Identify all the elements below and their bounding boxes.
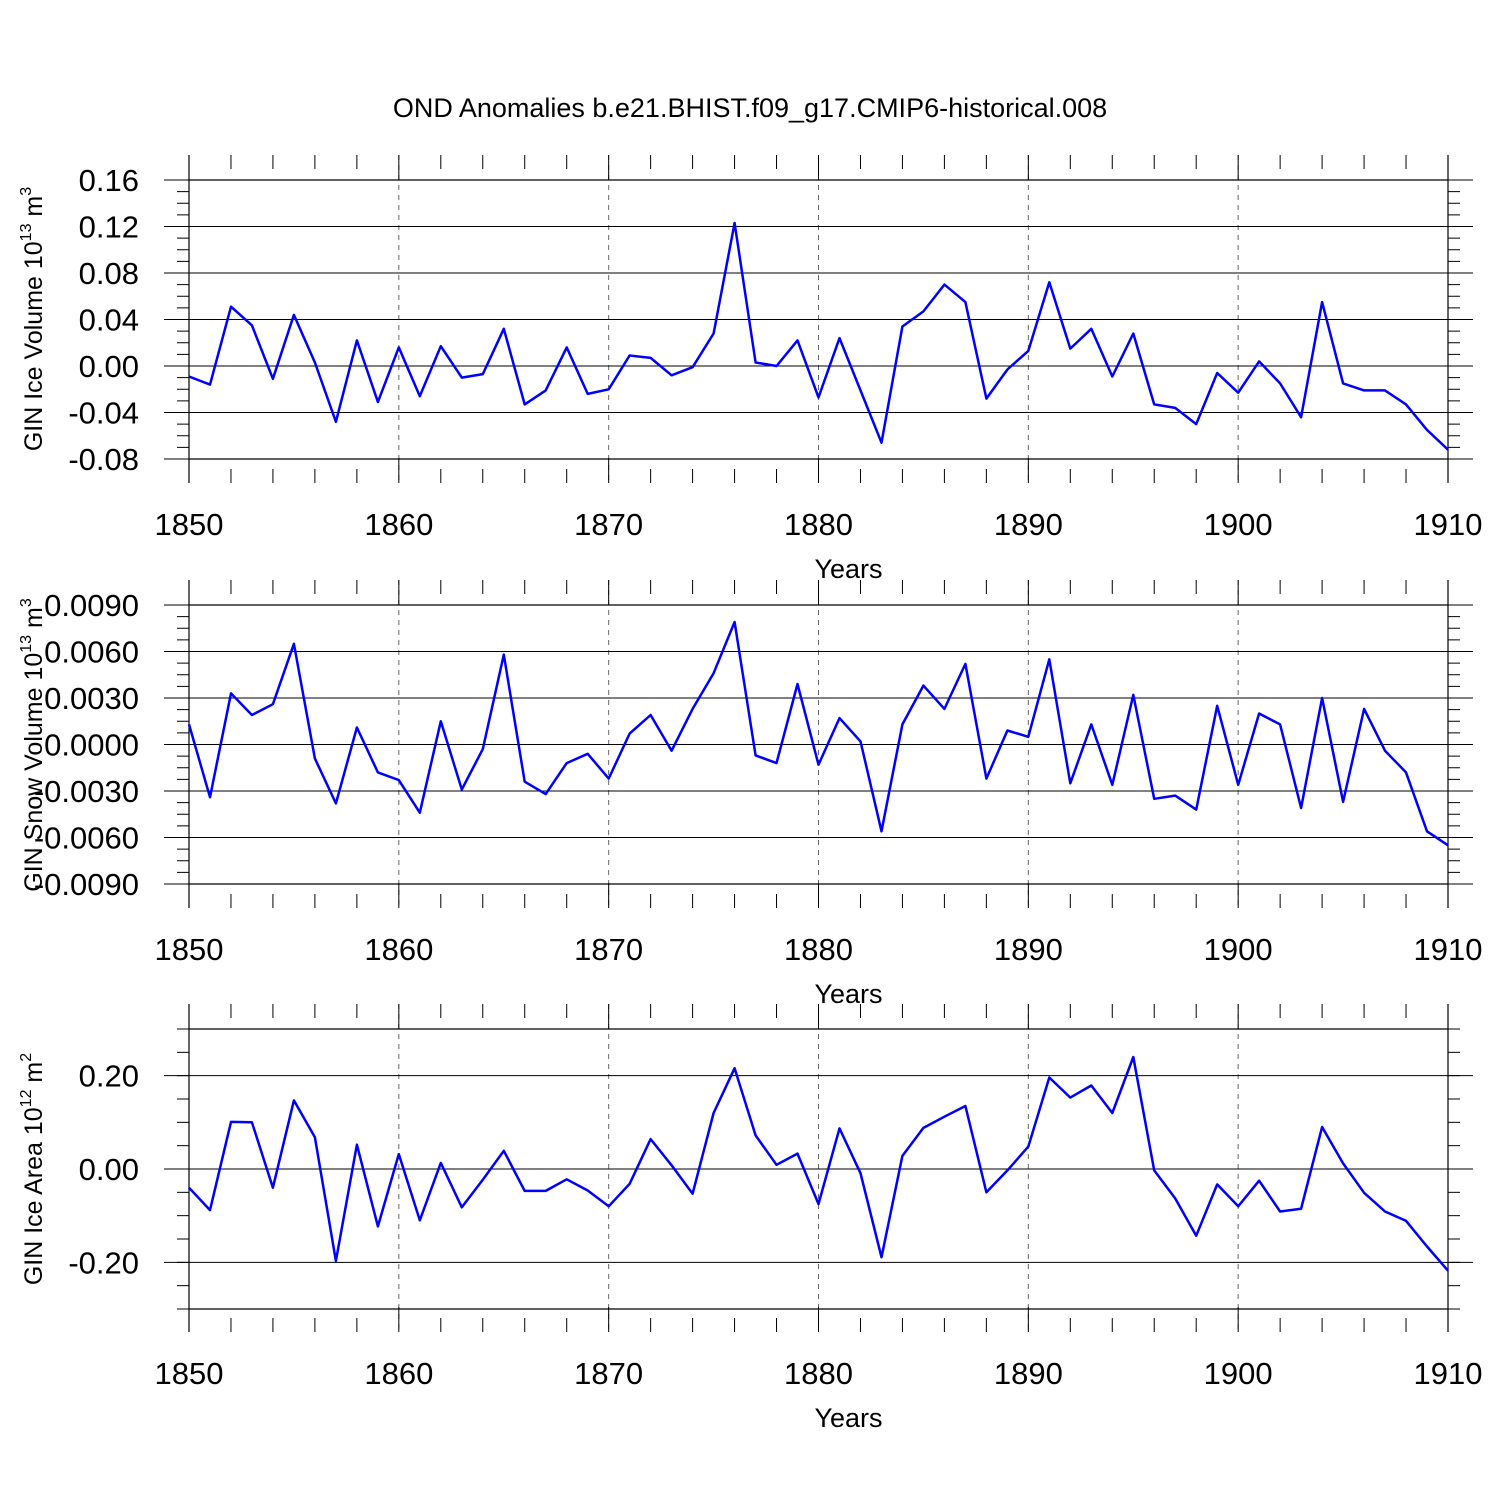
x-tick-label: 1900 bbox=[1204, 932, 1273, 967]
x-tick-label: 1910 bbox=[1414, 932, 1483, 967]
x-tick-label: 1880 bbox=[784, 1356, 853, 1391]
x-tick-label: 1910 bbox=[1414, 1356, 1483, 1391]
y-tick-label: 0.20 bbox=[79, 1059, 139, 1094]
y-tick-label: -0.0060 bbox=[34, 821, 139, 856]
y-tick-label: 0.00 bbox=[79, 1152, 139, 1187]
panel-ice-area: 0.20 0.00 -0.20 1850 1860 1870 1880 1890 1900 191… bbox=[18, 1004, 1482, 1433]
x-axis-label: Years bbox=[814, 979, 882, 1009]
panel-snow-volume: 0.0090 0.0060 0.0030 0.0000 -0.0030 -0.0060 -0… bbox=[18, 580, 1482, 1009]
x-tick-label: 1900 bbox=[1204, 507, 1273, 542]
y-tick-label: 0.16 bbox=[79, 163, 139, 198]
series-line-ice-volume bbox=[188, 221, 1449, 451]
x-tick-label: 1890 bbox=[994, 1356, 1063, 1391]
x-tick-label: 1850 bbox=[155, 932, 224, 967]
x-tick-label: 1880 bbox=[784, 932, 853, 967]
y-tick-label: 0.0030 bbox=[44, 681, 139, 716]
x-tick-label: 1850 bbox=[155, 1356, 224, 1391]
x-tick-label: 1910 bbox=[1414, 507, 1483, 542]
x-tick-label: 1870 bbox=[574, 507, 643, 542]
y-tick-label: 0.00 bbox=[79, 349, 139, 384]
y-tick-label: -0.04 bbox=[68, 396, 139, 431]
x-tick-label: 1880 bbox=[784, 507, 853, 542]
y-axis-label: GIN Ice Volume 1013 m3 bbox=[18, 187, 48, 451]
x-tick-label: 1890 bbox=[994, 507, 1063, 542]
x-tick-label: 1860 bbox=[364, 932, 433, 967]
y-axis-label: GIN Ice Area 1012 m2 bbox=[18, 1053, 48, 1285]
y-tick-label: 0.08 bbox=[79, 256, 139, 291]
series-line-ice-area bbox=[188, 1055, 1449, 1272]
x-tick-label: 1890 bbox=[994, 932, 1063, 967]
y-tick-label: -0.08 bbox=[68, 442, 139, 477]
series-line-snow-volume bbox=[187, 620, 1449, 847]
x-tick-label: 1850 bbox=[155, 507, 224, 542]
x-tick-label: 1900 bbox=[1204, 1356, 1273, 1391]
x-axis-label: Years bbox=[814, 554, 882, 584]
y-tick-label: 0.0090 bbox=[44, 588, 139, 623]
x-tick-label: 1870 bbox=[574, 1356, 643, 1391]
y-tick-label: -0.0090 bbox=[34, 867, 139, 902]
panel-ice-volume: 0.16 0.12 0.08 0.04 0.00 -0.04 -0.08 1850 1860 18… bbox=[18, 155, 1482, 584]
x-tick-label: 1870 bbox=[574, 932, 643, 967]
figure-title: OND Anomalies b.e21.BHIST.f09_g17.CMIP6-… bbox=[393, 93, 1107, 123]
y-tick-label: 0.0000 bbox=[44, 728, 139, 763]
x-tick-label: 1860 bbox=[364, 507, 433, 542]
x-axis-label: Years bbox=[814, 1403, 882, 1433]
y-tick-label: 0.04 bbox=[79, 303, 139, 338]
x-tick-label: 1860 bbox=[364, 1356, 433, 1391]
y-tick-label: 0.12 bbox=[79, 210, 139, 245]
panels: 0.16 0.12 0.08 0.04 0.00 -0.04 -0.08 1850 1860 18… bbox=[18, 155, 1482, 1433]
y-axis-label: GIN Snow Volume 1013 m3 bbox=[18, 598, 48, 892]
y-tick-label: 0.0060 bbox=[44, 635, 139, 670]
y-tick-label: -0.20 bbox=[68, 1245, 139, 1280]
y-tick-label: -0.0030 bbox=[34, 774, 139, 809]
